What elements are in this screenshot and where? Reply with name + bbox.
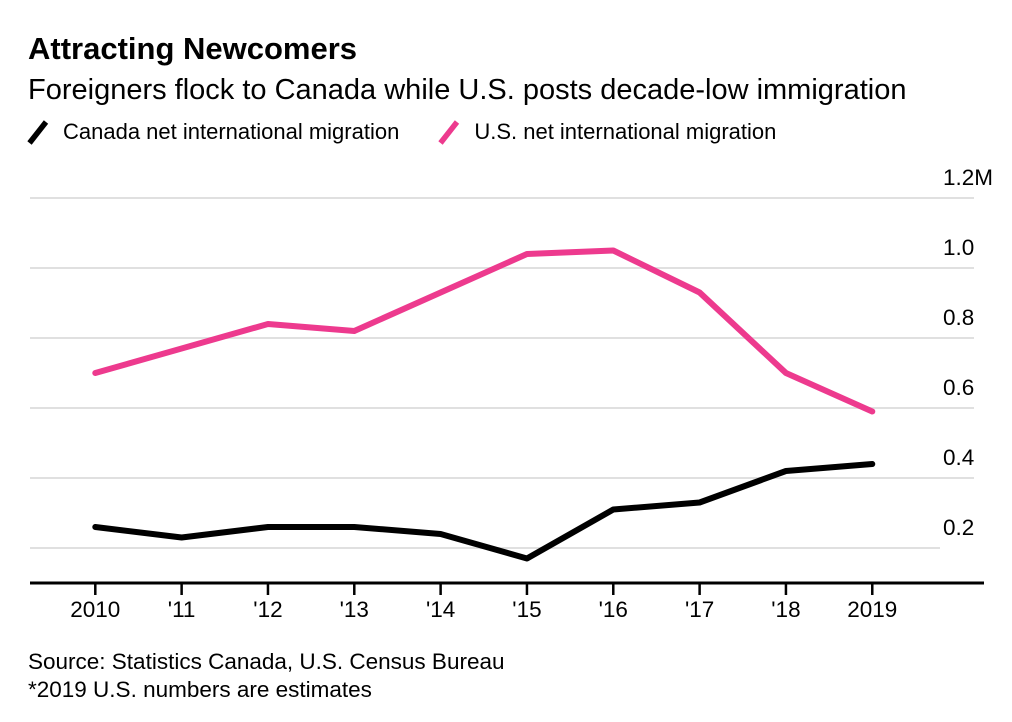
source-line: Source: Statistics Canada, U.S. Census B… [28, 649, 505, 674]
x-axis-tick-label: '16 [599, 597, 628, 622]
y-axis-tick-label: 0.8 [943, 305, 974, 330]
x-axis-tick-label: 2010 [70, 597, 120, 622]
canada-line-swatch-icon [27, 119, 49, 145]
chart-title: Attracting Newcomers [28, 31, 358, 66]
series-line-us [92, 247, 876, 415]
chart-legend: Canada net international migration U.S. … [26, 119, 776, 145]
x-axis-tick-label: '17 [685, 597, 714, 622]
x-axis-tick-label: 2019 [847, 597, 897, 622]
x-axis-tick-label: '18 [771, 597, 800, 622]
x-axis-tick-label: '13 [340, 597, 369, 622]
footnote-line: *2019 U.S. numbers are estimates [28, 677, 372, 702]
x-axis-tick-label: '15 [512, 597, 541, 622]
us-line-swatch-icon [438, 119, 460, 145]
source-note: Source: Statistics Canada, U.S. Census B… [28, 648, 505, 704]
chart-subtitle: Foreigners flock to Canada while U.S. po… [28, 74, 907, 106]
legend-item-canada: Canada net international migration [26, 119, 399, 145]
y-axis-tick-label: 1.2M [943, 165, 993, 190]
y-axis-tick-label: 0.6 [943, 375, 974, 400]
legend-label-us: U.S. net international migration [474, 119, 777, 144]
y-axis-tick-label: 1.0 [943, 235, 974, 260]
legend-item-us: U.S. net international migration [437, 119, 776, 145]
legend-label-canada: Canada net international migration [63, 119, 400, 144]
x-axis-tick-label: '12 [253, 597, 282, 622]
y-axis-tick-label: 0.4 [943, 445, 974, 470]
y-axis-tick-label: 0.2 [943, 515, 974, 540]
x-axis-tick-label: '14 [426, 597, 455, 622]
x-axis-tick-label: '11 [168, 597, 196, 622]
series-line-canada [92, 461, 876, 562]
